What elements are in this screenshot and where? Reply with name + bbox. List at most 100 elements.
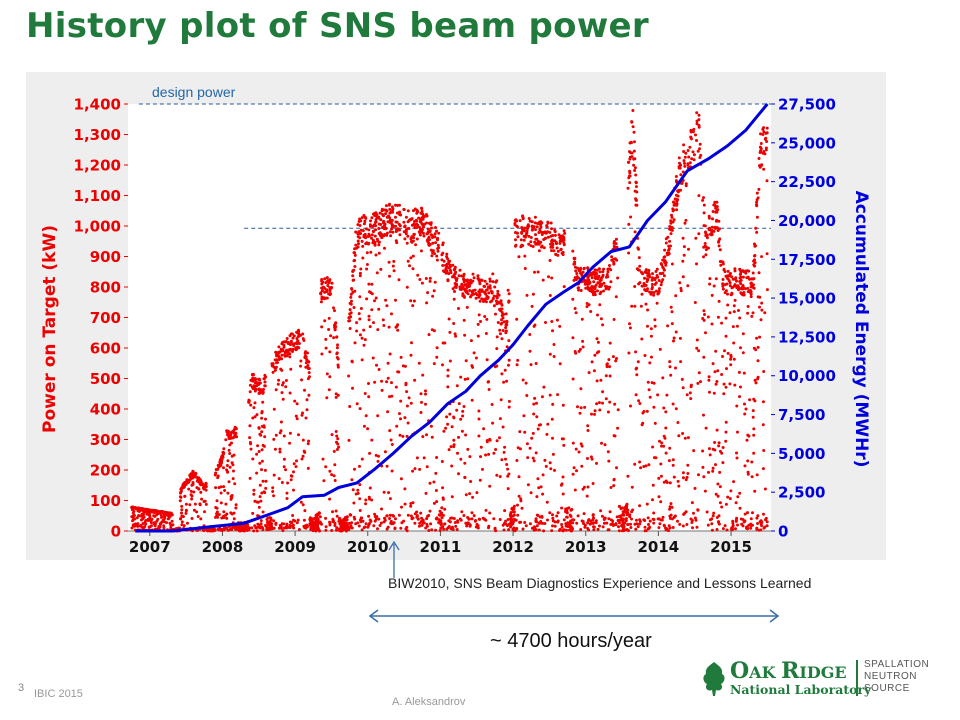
power-point	[330, 286, 333, 290]
power-point	[252, 529, 256, 533]
power-point	[734, 276, 738, 280]
power-point	[310, 521, 314, 525]
power-point	[664, 526, 667, 530]
power-point	[677, 156, 681, 160]
power-point	[410, 223, 414, 227]
power-point	[421, 373, 425, 377]
power-point	[690, 519, 694, 522]
power-point	[474, 296, 478, 300]
power-point	[604, 397, 608, 401]
power-point	[638, 520, 642, 523]
power-point	[474, 525, 478, 529]
power-point	[724, 430, 728, 434]
power-point	[362, 343, 366, 347]
power-point	[568, 520, 572, 524]
power-point	[189, 477, 193, 481]
reference-arrow	[388, 540, 400, 578]
power-point	[163, 516, 167, 520]
power-point	[676, 421, 680, 424]
power-point	[469, 480, 473, 483]
power-point	[192, 490, 196, 494]
power-point	[367, 314, 371, 318]
power-point	[324, 516, 328, 520]
power-point	[446, 374, 450, 378]
power-point	[406, 220, 410, 224]
power-point	[760, 163, 764, 167]
power-point	[635, 522, 639, 526]
power-point	[428, 481, 432, 485]
power-point	[131, 511, 135, 515]
y-right-tick-label: 15,000	[778, 290, 836, 308]
power-point	[394, 298, 397, 302]
power-point	[723, 524, 727, 528]
power-point	[745, 438, 749, 442]
power-point	[535, 524, 539, 528]
power-point	[259, 519, 263, 523]
power-point	[515, 317, 519, 321]
power-point	[434, 226, 437, 229]
power-point	[668, 365, 672, 369]
power-point	[348, 513, 352, 517]
power-point	[178, 517, 182, 521]
power-point	[679, 360, 683, 364]
power-point	[374, 224, 378, 228]
power-point	[373, 380, 377, 384]
power-point	[714, 463, 717, 467]
power-point	[695, 122, 699, 126]
power-point	[506, 487, 510, 491]
power-point	[579, 387, 583, 391]
power-point	[291, 514, 295, 517]
power-point	[747, 269, 751, 273]
power-point	[477, 278, 481, 282]
power-point	[580, 464, 584, 468]
power-point	[405, 529, 409, 533]
power-point	[411, 254, 415, 258]
power-point	[509, 515, 513, 519]
power-point	[262, 444, 266, 448]
power-point	[409, 353, 413, 357]
power-point	[314, 513, 318, 517]
power-point	[540, 395, 544, 399]
power-point	[263, 380, 267, 384]
power-point	[514, 238, 517, 242]
power-point	[753, 378, 757, 382]
power-point	[756, 514, 760, 518]
power-point	[573, 307, 577, 310]
power-point	[397, 513, 401, 517]
power-point	[326, 284, 330, 287]
power-point	[577, 349, 581, 353]
power-point	[759, 142, 763, 145]
power-point	[669, 305, 673, 309]
power-point	[440, 460, 444, 463]
power-point	[463, 377, 467, 381]
power-point	[702, 211, 706, 215]
power-point	[373, 240, 377, 244]
power-point	[536, 222, 540, 225]
power-point	[505, 320, 509, 323]
y-left-tick-label: 300	[90, 431, 121, 449]
power-point	[222, 447, 226, 451]
power-point	[227, 436, 231, 440]
power-point	[715, 218, 719, 222]
power-point	[757, 271, 761, 275]
power-point	[669, 221, 673, 225]
power-point	[282, 434, 286, 438]
power-point	[749, 292, 753, 296]
power-point	[446, 526, 450, 530]
power-point	[544, 236, 548, 240]
power-point	[585, 494, 589, 498]
power-point	[258, 461, 262, 465]
power-point	[630, 141, 633, 145]
power-point	[392, 269, 396, 273]
power-point	[711, 469, 715, 473]
power-point	[551, 243, 554, 247]
power-point	[656, 393, 660, 397]
power-point	[396, 328, 400, 332]
power-point	[675, 202, 679, 206]
power-point	[320, 325, 324, 329]
power-point	[257, 426, 261, 430]
power-point	[518, 447, 522, 451]
power-point	[733, 383, 737, 387]
power-point	[420, 281, 424, 285]
power-point	[498, 308, 501, 311]
